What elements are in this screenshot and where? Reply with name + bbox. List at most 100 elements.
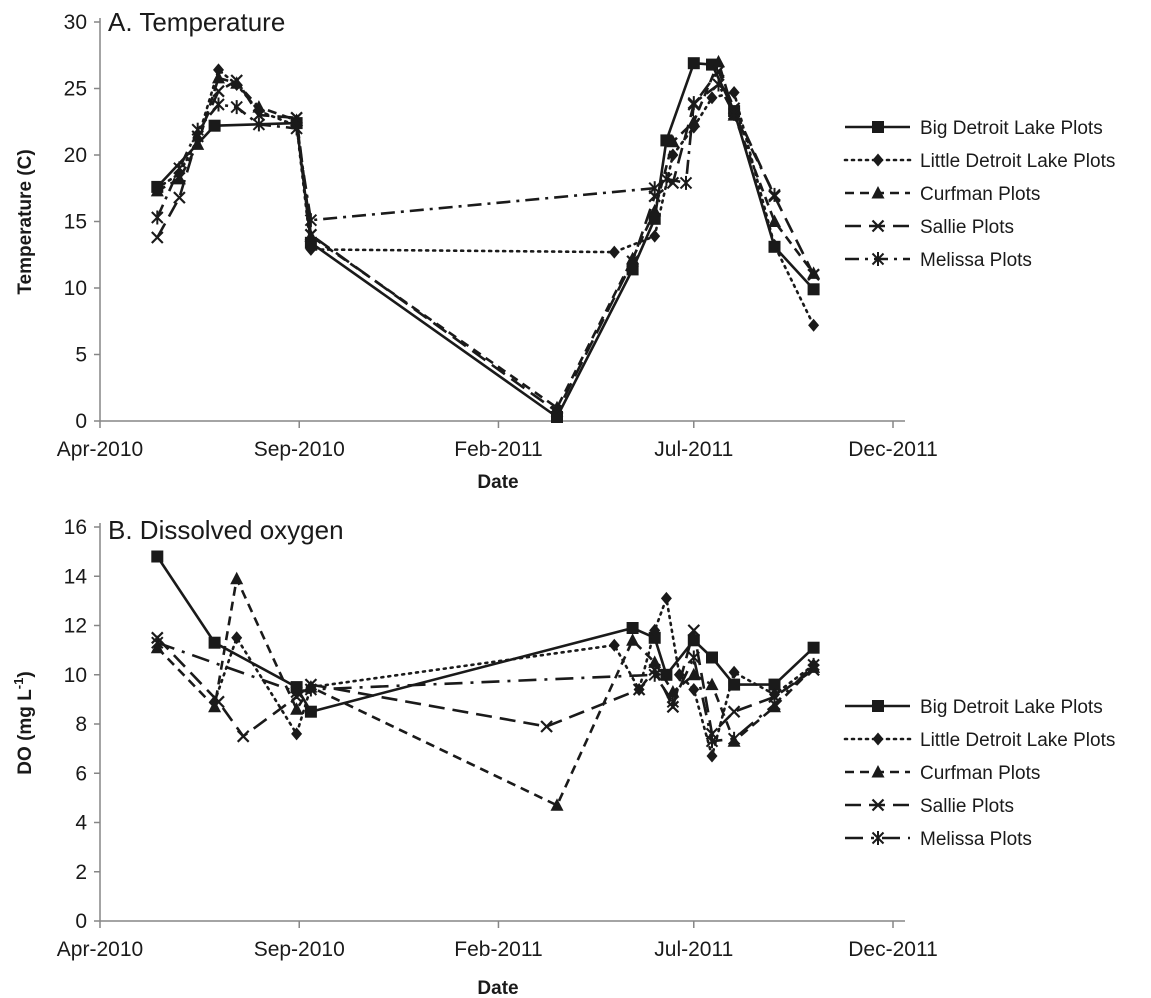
panel-a-y-axis-title: Temperature (C) [15,149,36,294]
dissolved-oxygen-y-tick-label: 8 [75,713,87,736]
legend-marker [871,830,885,846]
temperature-y-tick-label: 20 [64,144,87,167]
temperature-data-point [212,96,225,113]
temperature-x-tick-label: Dec-2011 [848,438,938,461]
legend-label: Melissa Plots [920,829,1032,850]
legend-label: Sallie Plots [920,217,1014,238]
dissolved-oxygen-y-tick-label: 10 [64,664,87,687]
dissolved-oxygen-y-tick-label: 2 [75,861,87,884]
dissolved-oxygen-data-point [728,665,740,679]
panel-b-y-axis-title-sup: -1 [11,678,26,690]
dissolved-oxygen-data-point [626,633,640,646]
temperature-legend-item: Curfman Plots [845,184,1040,205]
temperature-x-tick-label: Apr-2010 [57,438,143,461]
dissolved-oxygen-data-point [304,705,317,718]
temperature-y-tick-label: 10 [64,277,87,300]
dissolved-oxygen-data-point [660,591,672,605]
dissolved-oxygen-data-point [539,719,554,734]
dissolved-oxygen-legend-item: Big Detroit Lake Plots [845,697,1103,718]
dissolved-oxygen-data-point [706,651,718,664]
legend-label: Curfman Plots [920,763,1040,784]
temperature-series-line [156,83,776,222]
temperature-y-tick-label: 30 [64,11,87,34]
dissolved-oxygen-data-point [230,571,244,585]
dissolved-oxygen-legend-item: Melissa Plots [845,829,1032,850]
dissolved-oxygen-legend-item: Little Detroit Lake Plots [843,730,1115,751]
dissolved-oxygen-x-tick-label: Jul-2011 [654,938,733,961]
temperature-data-point [808,318,820,332]
temperature-data-point [768,186,781,203]
dissolved-oxygen-data-point [705,677,719,691]
dissolved-oxygen-y-tick-label: 16 [64,516,87,539]
dissolved-oxygen-panel: 0 2 4 6 8 10 12 14 16 Apr-2010 Sep-2010 Feb-2011 Jul… [57,516,1116,961]
temperature-legend-item: Little Detroit Lake Plots [843,151,1115,172]
dissolved-oxygen-data-point [727,705,741,719]
dissolved-oxygen-y-tick-label: 12 [64,615,87,638]
dissolved-oxygen-legend-item: Curfman Plots [845,763,1040,784]
temperature-legend-item: Big Detroit Lake Plots [845,118,1103,139]
legend-label: Curfman Plots [920,184,1040,205]
temperature-data-point [807,283,820,296]
temperature-y-tick-label: 25 [64,78,87,101]
legend-label: Big Detroit Lake Plots [920,118,1103,139]
temperature-series-line [156,68,815,327]
temperature-y-tick-label: 5 [75,344,87,367]
temperature-data-point [687,95,701,112]
temperature-series-2 [151,63,820,332]
dissolved-oxygen-series-line [213,597,815,758]
dissolved-oxygen-series-5 [150,634,821,750]
dissolved-oxygen-x-tick-label: Feb-2011 [454,938,542,961]
dissolved-oxygen-y-tick-label: 6 [75,762,87,785]
temperature-series-line [156,60,815,409]
dissolved-oxygen-data-point [208,636,221,649]
temperature-y-tick-label: 0 [75,410,87,433]
legend-label: Sallie Plots [920,796,1014,817]
dissolved-oxygen-y-tick-label: 0 [75,910,87,933]
legend-marker [872,732,884,746]
dissolved-oxygen-data-point [151,550,164,563]
dissolved-oxygen-series-line [156,577,815,807]
temperature-data-point [150,230,164,245]
legend-label: Big Detroit Lake Plots [920,697,1103,718]
dissolved-oxygen-legend-item: Sallie Plots [845,796,1014,817]
legend-label: Little Detroit Lake Plots [920,151,1115,172]
dissolved-oxygen-series-line [156,641,815,743]
legend-marker [872,121,884,133]
dissolved-oxygen-data-point [688,683,700,696]
temperature-data-point [768,214,781,227]
dissolved-oxygen-series-3 [150,571,821,811]
panel-b-y-axis-title: DO (mg L-1) [11,671,36,774]
panel-a-title: A. Temperature [108,7,285,37]
dissolved-oxygen-data-point [626,622,639,634]
temperature-data-point [230,99,244,116]
dissolved-oxygen-series-4 [150,623,821,743]
legend-marker [872,153,884,167]
panel-b-y-axis-title-close: ) [15,671,36,677]
dissolved-oxygen-x-tick-label: Sep-2010 [254,938,345,961]
dissolved-oxygen-data-point [231,631,243,645]
dissolved-oxygen-y-tick-label: 4 [75,812,87,835]
temperature-panel: 0 5 10 15 20 25 30 Apr-2010 Sep-2010 Feb-2011 Jul-… [57,11,1116,461]
temperature-series-line [156,61,815,419]
temperature-data-point [649,229,661,243]
dissolved-oxygen-series-line [156,629,815,738]
temperature-series-1 [151,57,820,423]
temperature-series-5 [150,76,781,229]
temperature-series-3 [150,54,821,414]
dissolved-oxygen-x-tick-label: Dec-2011 [848,938,938,961]
legend-label: Little Detroit Lake Plots [920,730,1115,751]
temperature-x-tick-label: Jul-2011 [654,438,733,461]
temperature-data-point [150,209,164,226]
legend-marker [872,700,884,712]
panel-a-x-axis-title: Date [477,472,518,493]
legend-label: Melissa Plots [920,250,1032,271]
dissolved-oxygen-series-2 [209,591,820,763]
temperature-x-tick-label: Sep-2010 [254,438,345,461]
temperature-x-tick-label: Feb-2011 [454,438,542,461]
dissolved-oxygen-data-point [706,749,718,763]
temperature-data-point [608,245,620,259]
dissolved-oxygen-series-1 [151,550,820,718]
temperature-series-4 [150,64,821,419]
dissolved-oxygen-data-point [236,729,250,743]
